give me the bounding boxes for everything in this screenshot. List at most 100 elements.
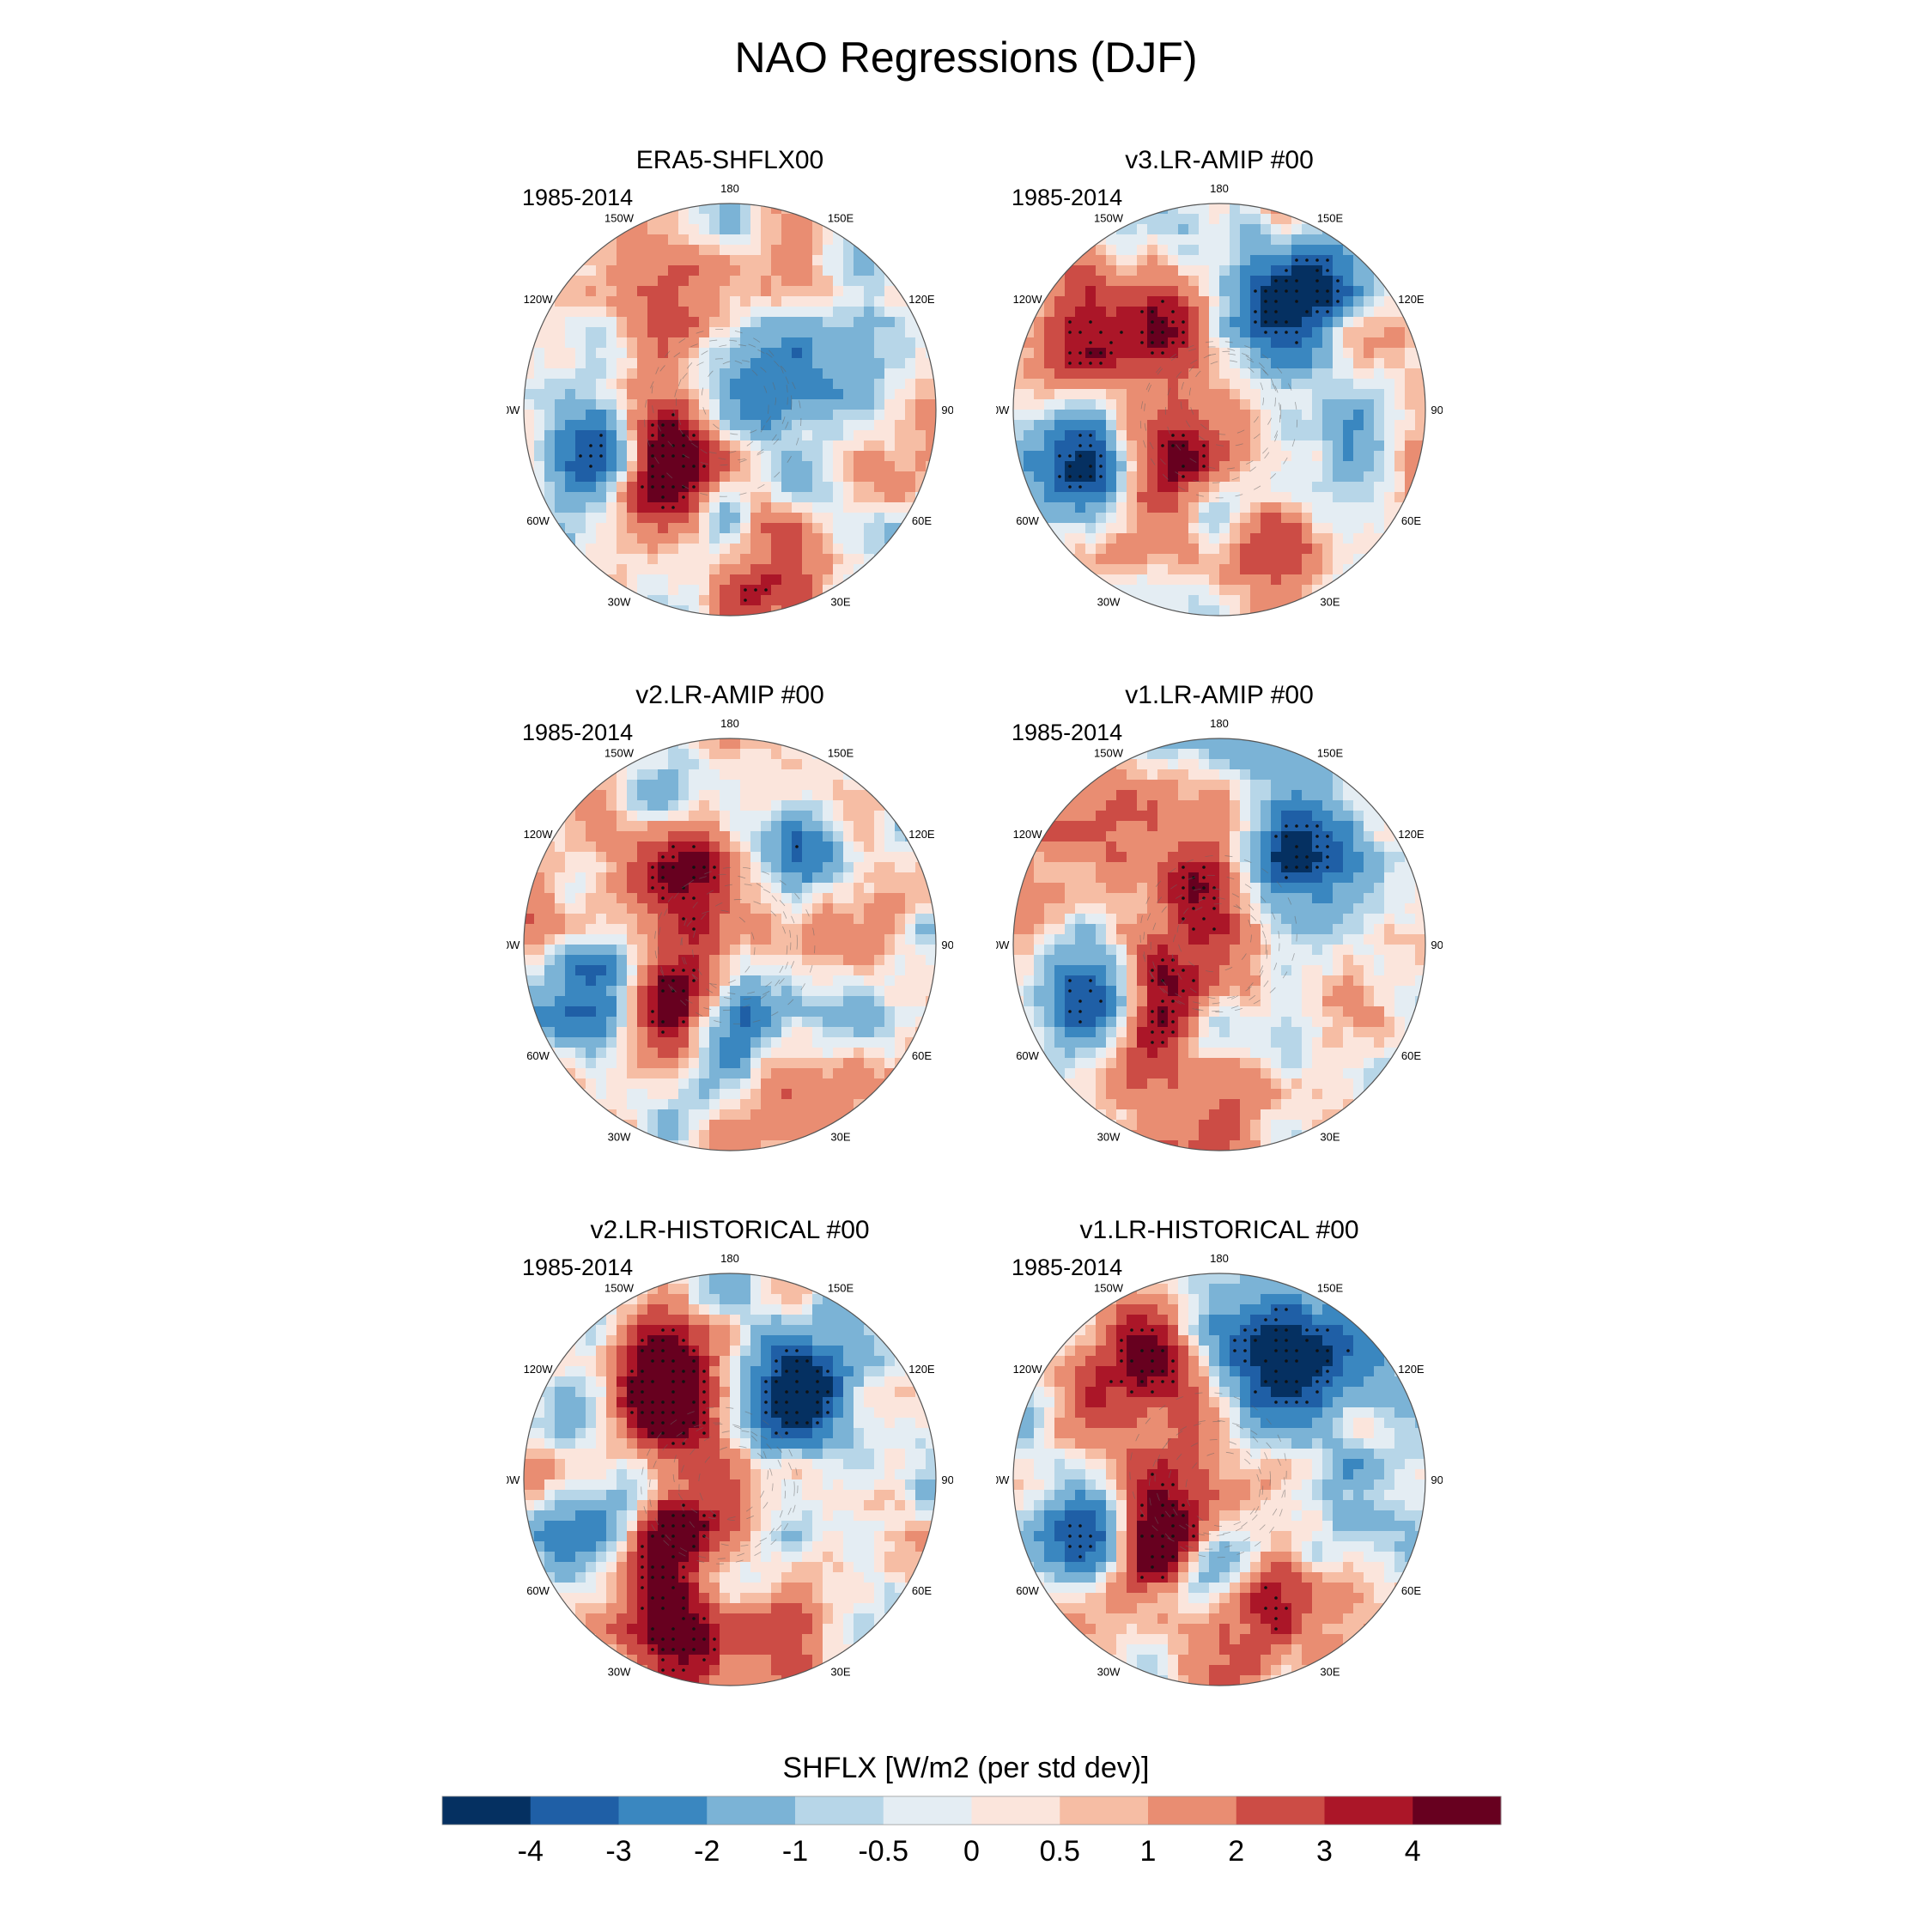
- heatmap-cell: [689, 1140, 700, 1151]
- significance-dot: [651, 465, 654, 468]
- heatmap-cell: [1230, 451, 1241, 462]
- heatmap-cell: [1188, 224, 1200, 235]
- heatmap-cell: [596, 769, 607, 781]
- heatmap-cell: [812, 492, 823, 503]
- heatmap-cell: [1333, 358, 1344, 369]
- heatmap-cell: [1384, 841, 1395, 853]
- heatmap-cell: [647, 955, 659, 966]
- heatmap-cell: [1322, 872, 1334, 884]
- heatmap-cell: [771, 513, 782, 524]
- heatmap-cell: [1333, 924, 1344, 935]
- heatmap-cell: [1333, 564, 1344, 575]
- significance-dot: [682, 434, 685, 437]
- heatmap-cell: [596, 296, 607, 307]
- heatmap-cell: [606, 265, 617, 276]
- heatmap-cell: [843, 852, 854, 863]
- heatmap-cell: [586, 924, 597, 935]
- heatmap-cell: [895, 533, 906, 544]
- heatmap-cell: [802, 502, 813, 513]
- heatmap-cell: [781, 893, 793, 904]
- heatmap-cell: [802, 482, 813, 493]
- heatmap-cell: [668, 800, 679, 811]
- heatmap-cell: [647, 255, 659, 266]
- heatmap-cell: [761, 975, 772, 987]
- heatmap-cell: [730, 389, 741, 400]
- heatmap-cell: [843, 379, 854, 390]
- heatmap-cell: [637, 1120, 648, 1131]
- significance-dot: [692, 979, 696, 982]
- heatmap-cell: [1147, 410, 1158, 421]
- heatmap-cell: [637, 327, 648, 338]
- heatmap-cell: [1240, 903, 1251, 914]
- heatmap-cell: [884, 410, 896, 421]
- heatmap-cell: [1209, 255, 1220, 266]
- heatmap-cell: [781, 564, 793, 575]
- heatmap-cell: [720, 585, 731, 596]
- heatmap-cell: [1188, 420, 1200, 431]
- heatmap-cell: [854, 883, 865, 894]
- heatmap-cell: [668, 811, 679, 822]
- heatmap-cell: [812, 523, 823, 534]
- longitude-label: 90W: [996, 404, 1010, 416]
- heatmap-cell: [565, 420, 576, 431]
- heatmap-cell: [678, 1006, 690, 1018]
- heatmap-cell: [1034, 872, 1045, 884]
- heatmap-cell: [1168, 544, 1179, 555]
- heatmap-cell: [1075, 852, 1086, 863]
- heatmap-cell: [833, 1109, 844, 1121]
- heatmap-cell: [637, 821, 648, 832]
- heatmap-cell: [781, 585, 793, 596]
- heatmap-cell: [1137, 924, 1148, 935]
- heatmap-cell: [1137, 585, 1148, 596]
- heatmap-cell: [555, 1037, 566, 1048]
- heatmap-cell: [1364, 471, 1375, 483]
- heatmap-cell: [555, 883, 566, 894]
- heatmap-cell: [1044, 924, 1055, 935]
- heatmap-cell: [575, 471, 586, 483]
- heatmap-cell: [843, 914, 854, 925]
- heatmap-cell: [689, 1099, 700, 1110]
- heatmap-cell: [1127, 317, 1138, 328]
- heatmap-cell: [647, 327, 659, 338]
- heatmap-cell: [720, 337, 731, 349]
- heatmap-cell: [1188, 461, 1200, 472]
- heatmap-cell: [1157, 769, 1169, 781]
- significance-dot: [1285, 269, 1288, 272]
- heatmap-cell: [884, 502, 896, 513]
- heatmap-cell: [864, 934, 875, 945]
- heatmap-cell: [689, 420, 700, 431]
- heatmap-cell: [1085, 554, 1097, 565]
- heatmap-cell: [1044, 368, 1055, 380]
- heatmap-cell: [792, 327, 803, 338]
- significance-dot: [1058, 454, 1061, 458]
- heatmap-cell: [668, 389, 679, 400]
- heatmap-cell: [720, 1089, 731, 1100]
- heatmap-cell: [678, 574, 690, 586]
- heatmap-cell: [617, 399, 628, 410]
- heatmap-cell: [565, 348, 576, 359]
- heatmap-cell: [792, 286, 803, 297]
- heatmap-cell: [596, 790, 607, 801]
- heatmap-cell: [565, 379, 576, 390]
- heatmap-cell: [1405, 368, 1416, 380]
- heatmap-cell: [1405, 883, 1416, 894]
- heatmap-cell: [647, 924, 659, 935]
- heatmap-cell: [1333, 461, 1344, 472]
- heatmap-cell: [1271, 872, 1282, 884]
- heatmap-cell: [730, 841, 741, 853]
- heatmap-cell: [1137, 296, 1148, 307]
- heatmap-cell: [709, 265, 720, 276]
- map-panel: v1.LR-AMIP #00 1985-2014 180150E120E90E6…: [996, 681, 1443, 1162]
- heatmap-cell: [1075, 317, 1086, 328]
- heatmap-cell: [1219, 945, 1230, 956]
- heatmap-cell: [1188, 852, 1200, 863]
- heatmap-cell: [699, 204, 710, 215]
- heatmap-cell: [771, 296, 782, 307]
- heatmap-cell: [1271, 934, 1282, 945]
- heatmap-cell: [895, 389, 906, 400]
- heatmap-cell: [1353, 265, 1364, 276]
- heatmap-cell: [833, 420, 844, 431]
- heatmap-cell: [1322, 276, 1334, 287]
- heatmap-cell: [606, 564, 617, 575]
- heatmap-cell: [1250, 204, 1261, 215]
